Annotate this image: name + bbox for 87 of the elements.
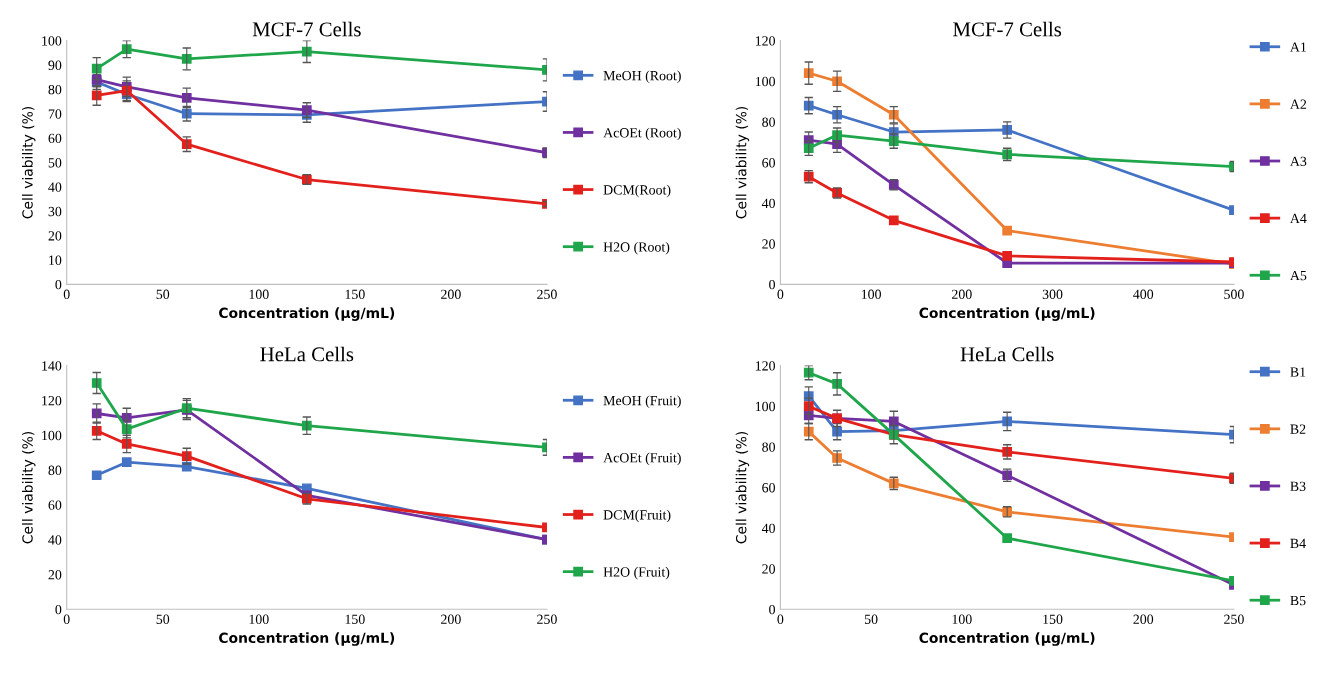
x-axis-title: Concentration (µg/mL) [919,632,1095,646]
y-tick-label: 20 [48,231,62,241]
y-tick-label: 0 [55,279,62,290]
legend-label: B1 [1290,367,1306,377]
y-tick-label: 20 [762,239,775,249]
y-axis-title: Cell viability (%) [735,106,750,219]
y-tick-label: 30 [48,206,62,217]
y-tick-label: 80 [762,117,775,127]
x-tick-label: 250 [537,614,557,624]
y-tick-label: 60 [762,158,775,168]
y-axis-title: Cell viability (%) [22,431,36,544]
legend-label: MeOH (Fruit) [603,395,681,409]
legend-label: B3 [1290,481,1306,491]
y-tick-label: 120 [42,395,62,406]
x-tick-label: 100 [249,289,269,299]
chart-title: MCF-7 Cells [252,21,361,37]
y-tick-label: 70 [48,109,62,119]
x-tick-label: 0 [63,614,70,624]
x-tick-label: 50 [156,614,170,624]
x-tick-label: 0 [777,614,784,624]
legend-label: H2O (Root) [603,241,670,255]
x-axis-title: Concentration (µg/mL) [919,307,1095,321]
y-tick-label: 0 [769,279,775,290]
x-tick-label: 100 [952,614,972,624]
y-tick-label: 0 [55,604,62,615]
legend-label: A2 [1290,99,1307,109]
legend-label: AcOEt (Fruit) [603,452,681,466]
x-axis-title: Concentration (µg/mL) [219,307,395,321]
y-tick-label: 100 [42,430,62,441]
x-axis-title: Concentration (µg/mL) [219,632,395,646]
legend-label: A5 [1290,270,1307,281]
x-tick-label: 150 [345,614,365,624]
y-tick-label: 60 [48,133,62,144]
x-tick-label: 200 [952,289,972,299]
x-tick-label: 100 [861,289,881,299]
x-tick-label: 50 [156,289,170,299]
y-tick-label: 90 [48,60,62,70]
x-tick-label: 400 [1133,289,1154,299]
legend-label: A3 [1290,156,1307,166]
legend-label: AcOEt (Root) [603,127,681,141]
y-tick-label: 0 [769,604,775,615]
x-tick-label: 250 [1224,614,1244,624]
legend-label: A1 [1290,42,1307,52]
chart-title: HeLa Cells [260,346,354,362]
x-tick-label: 200 [441,289,461,299]
legend-label: B2 [1290,424,1306,434]
x-tick-label: 200 [1133,614,1154,624]
x-tick-label: 250 [537,289,557,299]
y-tick-label: 80 [48,465,62,475]
legend-label: B4 [1290,538,1306,548]
y-tick-label: 100 [755,76,775,87]
y-axis-title: Cell viability (%) [22,106,36,219]
y-tick-label: 120 [755,361,775,371]
y-tick-label: 40 [48,182,62,192]
y-tick-label: 120 [755,36,775,46]
x-tick-label: 50 [864,614,878,624]
x-tick-label: 150 [1043,614,1063,624]
x-tick-label: 100 [249,614,269,624]
x-tick-label: 200 [441,614,461,624]
y-tick-label: 100 [755,401,775,412]
y-tick-label: 40 [761,523,775,534]
y-axis-title: Cell viability (%) [735,431,750,544]
legend-label: DCM(Root) [603,184,671,198]
y-tick-label: 40 [48,535,62,545]
x-tick-label: 0 [777,289,784,299]
x-tick-label: 150 [345,289,365,299]
y-tick-label: 80 [762,442,775,452]
y-tick-label: 10 [49,255,62,265]
chart-title: HeLa Cells [960,346,1054,362]
y-tick-label: 20 [762,564,775,574]
x-tick-label: 0 [63,289,70,299]
legend-label: H2O (Fruit) [603,566,670,580]
y-tick-label: 140 [42,361,62,371]
chart-title: MCF-7 Cells [953,21,1062,37]
legend-label: A4 [1290,213,1307,223]
legend-label: B5 [1290,595,1306,606]
y-tick-label: 100 [42,36,62,46]
y-tick-label: 40 [761,198,775,209]
y-tick-label: 50 [48,158,62,168]
y-tick-label: 60 [48,500,62,510]
x-tick-label: 500 [1224,289,1244,299]
y-tick-label: 60 [762,483,775,493]
y-tick-label: 80 [48,84,62,95]
legend-label: MeOH (Root) [603,70,681,84]
legend-label: DCM(Fruit) [603,509,671,523]
x-tick-label: 300 [1042,289,1063,299]
y-tick-label: 20 [48,570,62,580]
